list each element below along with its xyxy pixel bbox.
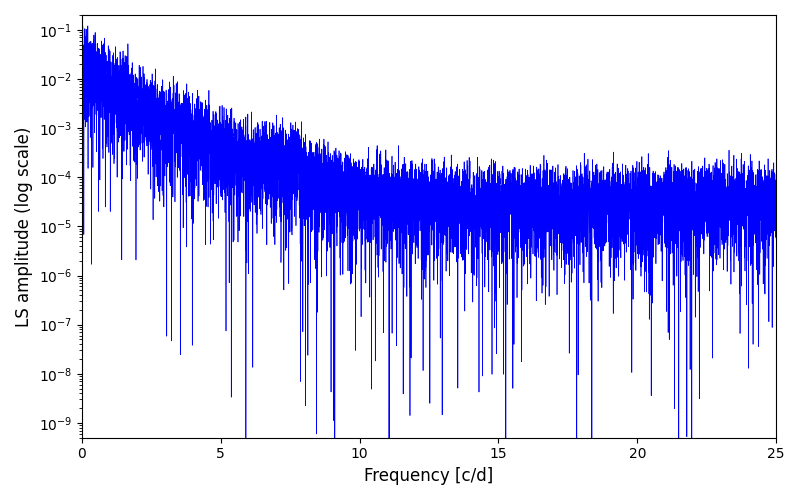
Y-axis label: LS amplitude (log scale): LS amplitude (log scale) (15, 126, 33, 326)
X-axis label: Frequency [c/d]: Frequency [c/d] (364, 467, 494, 485)
